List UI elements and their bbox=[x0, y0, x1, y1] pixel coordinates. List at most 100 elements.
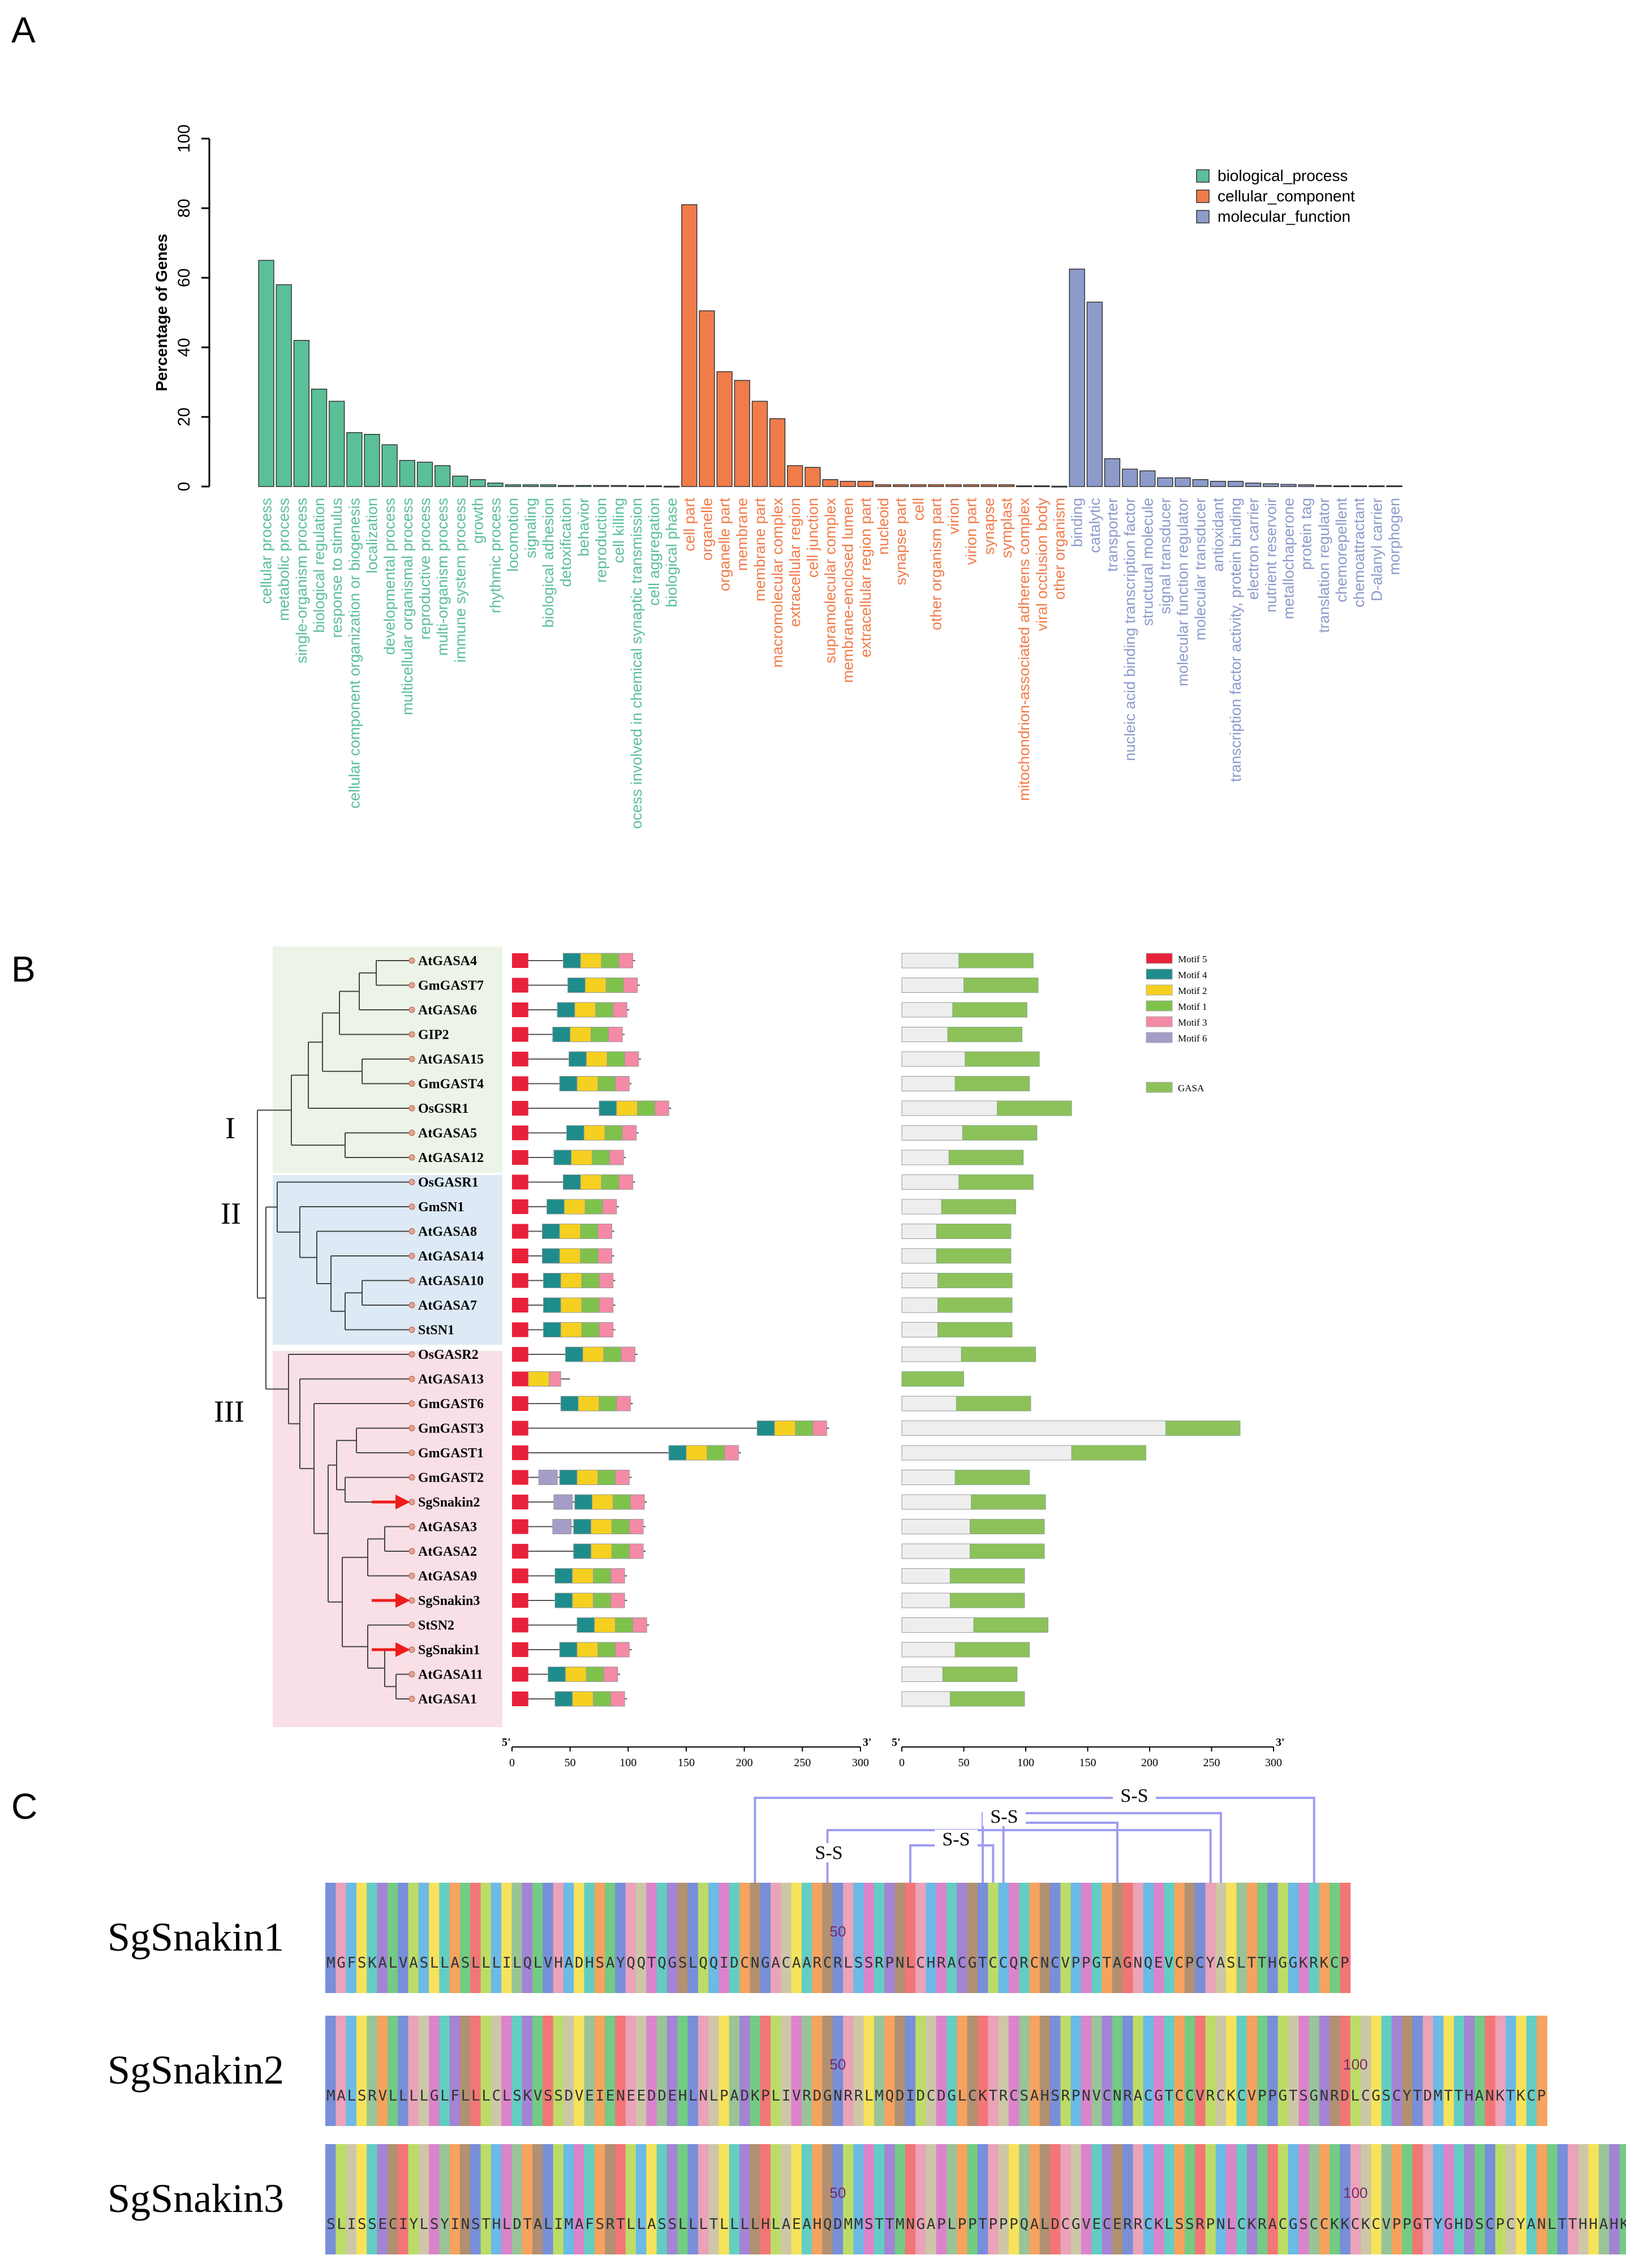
residue-column bbox=[1288, 2016, 1299, 2126]
residue-column bbox=[1070, 1883, 1082, 1993]
residue-column bbox=[719, 2016, 730, 2126]
residue-column bbox=[708, 2016, 719, 2126]
residue-column bbox=[750, 2144, 761, 2254]
residue-column bbox=[1184, 2016, 1195, 2126]
motif5-box bbox=[512, 1445, 528, 1460]
gene-label-GmGAST3: GmGAST3 bbox=[418, 1422, 484, 1436]
bar-biological_process bbox=[293, 339, 310, 487]
bar-cellular_component bbox=[699, 310, 715, 487]
residue-column bbox=[1091, 2144, 1102, 2254]
category-label: translation regulator bbox=[1315, 498, 1332, 633]
tree-tip-marker bbox=[408, 1277, 415, 1284]
residue-column bbox=[1516, 2016, 1527, 2126]
motif3-box bbox=[599, 1322, 614, 1337]
motif5-box bbox=[512, 1298, 528, 1312]
residue-column bbox=[470, 2144, 481, 2254]
residue-column bbox=[1164, 1883, 1175, 1993]
motif2-box bbox=[586, 1051, 608, 1067]
bar-biological_process bbox=[540, 484, 557, 487]
gene-label-AtGASA6: AtGASA6 bbox=[418, 1003, 477, 1018]
residue-column bbox=[729, 2016, 740, 2126]
bar-biological_process bbox=[364, 434, 380, 487]
bar-cellular_component bbox=[963, 484, 979, 487]
residue-column bbox=[511, 2144, 523, 2254]
bar-biological_process bbox=[329, 401, 345, 487]
category-label: extracellular region bbox=[786, 498, 803, 627]
motif1-box bbox=[593, 1593, 612, 1608]
category-label: multicellular organismal process bbox=[399, 498, 416, 715]
residue-column bbox=[501, 2144, 512, 2254]
motif5-box bbox=[512, 1101, 528, 1116]
residue-column bbox=[1361, 2016, 1371, 2126]
motif6-box bbox=[553, 1494, 573, 1510]
gasa-domain-box bbox=[958, 953, 1034, 969]
residue-column bbox=[1174, 1883, 1185, 1993]
category-label: cell part bbox=[681, 498, 698, 552]
residue-column bbox=[998, 2016, 1009, 2126]
motif4-box bbox=[562, 1174, 581, 1190]
category-label: structural molecule bbox=[1139, 498, 1156, 626]
gasa-domain-box bbox=[969, 1543, 1045, 1559]
bar-biological_process bbox=[452, 475, 468, 487]
residue-column bbox=[553, 2144, 564, 2254]
motif1-box bbox=[581, 1297, 600, 1313]
motif-legend-label: Motif 5 bbox=[1178, 954, 1207, 965]
residue-column bbox=[491, 2144, 502, 2254]
motif4-box bbox=[565, 1346, 583, 1362]
category-label: electron carrier bbox=[1245, 498, 1262, 600]
residue-column bbox=[915, 2144, 926, 2254]
residue-column bbox=[1226, 2144, 1237, 2254]
motif2-box bbox=[572, 1568, 594, 1583]
motif2-box bbox=[616, 1100, 638, 1116]
motif3-box bbox=[630, 1494, 645, 1510]
residue-column bbox=[977, 2144, 988, 2254]
gene-label-GmGAST4: GmGAST4 bbox=[418, 1077, 484, 1092]
motif1-box bbox=[599, 1396, 617, 1411]
legend-label: cellular_component bbox=[1218, 187, 1355, 205]
motif2-box bbox=[559, 1248, 581, 1264]
residue-column bbox=[1008, 2016, 1020, 2126]
residue-column bbox=[408, 2144, 419, 2254]
residue-column bbox=[832, 2016, 844, 2126]
residue-column bbox=[1288, 1883, 1299, 1993]
residue-column bbox=[801, 1883, 812, 1993]
position-marker: 50 bbox=[829, 1923, 846, 1940]
motif4-box bbox=[543, 1297, 561, 1313]
gene-label-AtGASA3: AtGASA3 bbox=[418, 1520, 477, 1535]
bar-biological_process bbox=[487, 483, 504, 487]
tree-tip-marker bbox=[408, 982, 415, 988]
residue-column bbox=[584, 2016, 595, 2126]
motif5-box bbox=[512, 1150, 528, 1165]
residue-column bbox=[532, 1883, 543, 1993]
residue-column bbox=[522, 2144, 533, 2254]
bar-cellular_component bbox=[928, 484, 944, 487]
motif4-box bbox=[554, 1568, 573, 1583]
category-label: cell killing bbox=[610, 498, 627, 563]
category-label: molecular function regulator bbox=[1175, 498, 1191, 686]
residue-column bbox=[874, 1883, 885, 1993]
residue-column bbox=[1143, 1883, 1154, 1993]
gene-label-AtGASA15: AtGASA15 bbox=[418, 1052, 484, 1067]
bar-cellular_component bbox=[857, 481, 874, 487]
motif4-box bbox=[541, 1224, 560, 1239]
residue-column bbox=[791, 2016, 802, 2126]
motif2-box bbox=[580, 953, 602, 969]
residue-column bbox=[1453, 2144, 1465, 2254]
residue-column bbox=[791, 1883, 802, 1993]
residue-column bbox=[977, 2016, 988, 2126]
residue-column bbox=[1412, 2016, 1423, 2126]
category-label: catalytic bbox=[1086, 498, 1103, 553]
residue-column bbox=[367, 2016, 377, 2126]
residue-column bbox=[915, 2016, 926, 2126]
gasa-domain-box bbox=[971, 1494, 1046, 1510]
residue-column bbox=[1319, 2144, 1330, 2254]
residue-column bbox=[1257, 2016, 1268, 2126]
motif-scale-tick-label: 300 bbox=[852, 1757, 869, 1769]
residue-column bbox=[1102, 2144, 1113, 2254]
residue-column bbox=[449, 1883, 461, 1993]
residue-column bbox=[439, 2016, 450, 2126]
residue-column bbox=[1298, 2016, 1309, 2126]
residue-column bbox=[553, 2016, 564, 2126]
residue-column bbox=[1381, 2144, 1392, 2254]
residue-column bbox=[770, 2144, 781, 2254]
